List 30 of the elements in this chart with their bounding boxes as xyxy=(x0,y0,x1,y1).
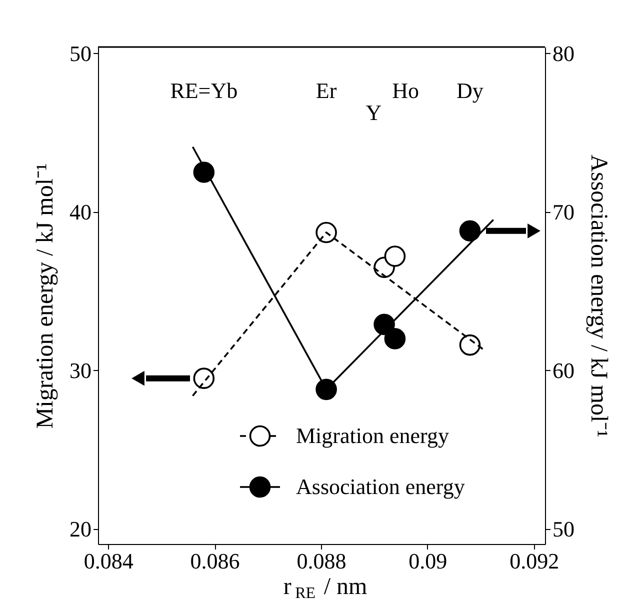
annotation: RE=Yb xyxy=(170,78,238,103)
y-tick-label: 20 xyxy=(70,516,92,542)
point xyxy=(459,334,481,356)
y-tick-label: 30 xyxy=(70,358,92,383)
x-tick-label: 0.09 xyxy=(408,548,448,574)
x-tick-label: 0.084 xyxy=(84,548,134,574)
point xyxy=(384,328,406,350)
x-tick-label: 0.088 xyxy=(296,548,346,574)
y2-axis-title: Association energy / kJ mol⁻¹ xyxy=(586,154,612,438)
y2-tick-label: 70 xyxy=(552,199,574,224)
point xyxy=(193,368,215,389)
point xyxy=(316,378,337,400)
annotation: Dy xyxy=(456,78,484,103)
x-tick-label: 0.086 xyxy=(190,548,240,574)
annotation: Er xyxy=(316,78,338,103)
point xyxy=(316,222,337,244)
legend-label: Migration energy xyxy=(296,423,449,448)
point xyxy=(384,246,406,267)
y-axis-title: Migration energy / kJ mol⁻¹ xyxy=(32,163,58,429)
y2-tick-label: 60 xyxy=(552,358,574,383)
y-tick-label: 40 xyxy=(70,199,92,224)
y-tick-label: 50 xyxy=(70,40,92,66)
y2-tick-label: 50 xyxy=(552,516,574,542)
legend-label: Association energy xyxy=(296,474,465,499)
point xyxy=(193,162,215,183)
annotation: Y xyxy=(366,100,382,125)
y2-tick-label: 80 xyxy=(552,40,574,66)
point xyxy=(459,220,481,242)
annotation: Ho xyxy=(392,78,420,103)
x-tick-label: 0.092 xyxy=(510,548,560,574)
